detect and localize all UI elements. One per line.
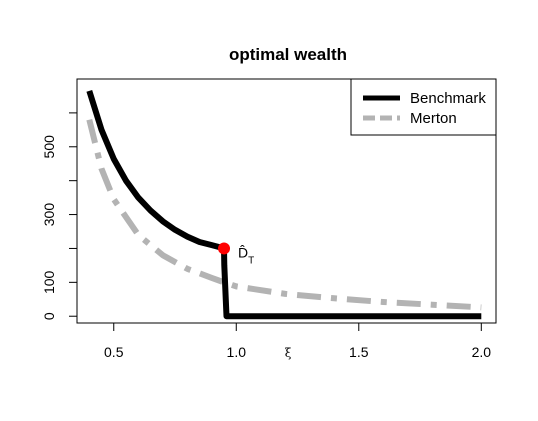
annotation-layer: D̂T bbox=[218, 242, 254, 266]
x-tick-label: 2.0 bbox=[472, 344, 492, 360]
y-tick-label: 500 bbox=[41, 135, 57, 159]
series-line-merton bbox=[86, 118, 482, 311]
x-tick-label: 1.0 bbox=[227, 344, 247, 360]
y-tick-label: 300 bbox=[41, 203, 57, 227]
legend: Benchmark Merton bbox=[350, 78, 497, 136]
x-tick-label: 0.5 bbox=[104, 344, 124, 360]
chart-title: optimal wealth bbox=[229, 45, 347, 64]
legend-label-benchmark: Benchmark bbox=[410, 90, 486, 107]
y-axis: 0 100 300 500 bbox=[41, 112, 78, 320]
x-axis: 0.5 1.0 1.5 2.0 bbox=[104, 322, 492, 360]
legend-label-merton: Merton bbox=[410, 110, 457, 127]
series-line-benchmark bbox=[86, 90, 482, 320]
x-tick-label: 1.5 bbox=[349, 344, 369, 360]
x-axis-label: ξ bbox=[285, 346, 292, 360]
y-tick-label: 0 bbox=[41, 312, 57, 320]
annotation-point bbox=[218, 242, 231, 255]
series-layer bbox=[86, 90, 482, 320]
annotation-label: D̂T bbox=[238, 244, 254, 266]
legend-box bbox=[350, 78, 497, 136]
y-tick-label: 100 bbox=[41, 270, 57, 294]
